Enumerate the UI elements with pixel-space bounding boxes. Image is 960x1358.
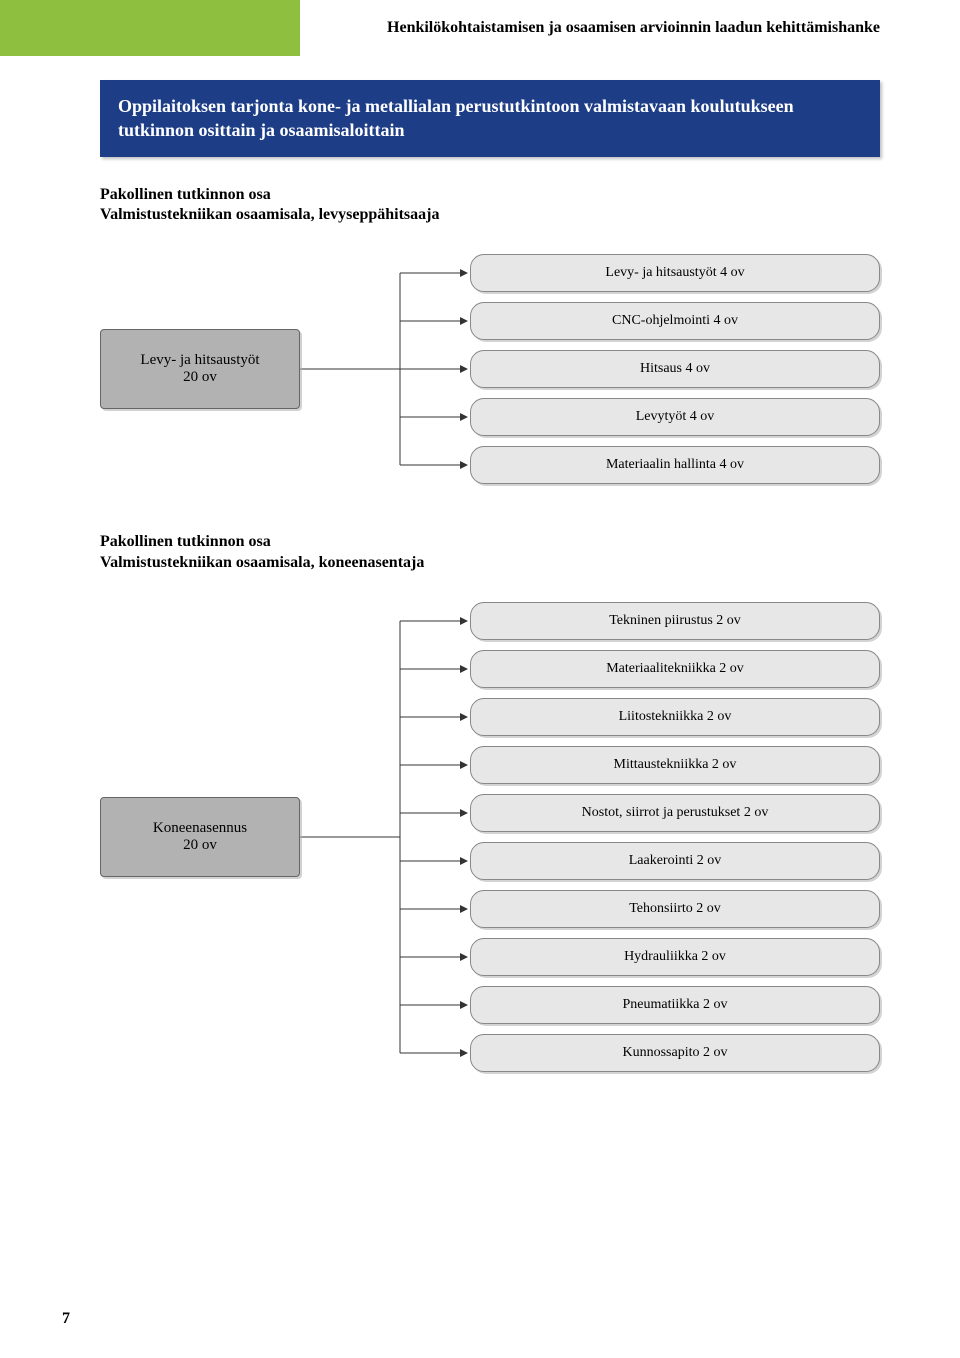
pill-item: Mittaustekniikka 2 ov [470,746,880,784]
section1-heading-line2: Valmistustekniikan osaamisala, levyseppä… [100,205,880,226]
pill-item: Materiaalin hallinta 4 ov [470,446,880,484]
pill-label: Materiaalin hallinta 4 ov [606,457,744,473]
pill-label: Levy- ja hitsaustyöt 4 ov [605,265,744,281]
source-1-line1: Levy- ja hitsaustyöt [140,352,259,369]
pill-label: Pneumatiikka 2 ov [623,997,728,1013]
pill-item: Tehonsiirto 2 ov [470,890,880,928]
source-2-line1: Koneenasennus [153,820,247,837]
pill-label: Kunnossapito 2 ov [623,1045,728,1061]
pill-label: CNC-ohjelmointi 4 ov [612,313,738,329]
pill-item: Levy- ja hitsaustyöt 4 ov [470,254,880,292]
pill-label: Hitsaus 4 ov [640,361,710,377]
pill-item: Kunnossapito 2 ov [470,1034,880,1072]
pill-item: Hitsaus 4 ov [470,350,880,388]
source-box-2: Koneenasennus 20 ov [100,797,300,877]
pill-label: Liitostekniikka 2 ov [619,709,732,725]
section1-heading-line1: Pakollinen tutkinnon osa [100,185,880,206]
pill-label: Levytyöt 4 ov [636,409,715,425]
section1-heading: Pakollinen tutkinnon osa Valmistusteknii… [100,185,880,227]
pill-label: Tekninen piirustus 2 ov [609,613,741,629]
pill-item: Materiaalitekniikka 2 ov [470,650,880,688]
pill-item: Laakerointi 2 ov [470,842,880,880]
header-green-block [0,0,300,56]
pill-item: Hydrauliikka 2 ov [470,938,880,976]
source-2-line2: 20 ov [153,837,247,854]
section2-heading: Pakollinen tutkinnon osa Valmistusteknii… [100,532,880,574]
pill-label: Hydrauliikka 2 ov [624,949,726,965]
section2-heading-line1: Pakollinen tutkinnon osa [100,532,880,553]
pill-label: Mittaustekniikka 2 ov [614,757,737,773]
header-strip: Henkilökohtaistamisen ja osaamisen arvio… [0,0,960,56]
diagram-1: Levy- ja hitsaustyöt 20 ov Levy- ja hits… [100,254,880,484]
header-title-wrap: Henkilökohtaistamisen ja osaamisen arvio… [300,0,960,56]
pill-item: Nostot, siirrot ja perustukset 2 ov [470,794,880,832]
source-box-1: Levy- ja hitsaustyöt 20 ov [100,329,300,409]
target-column-2: Tekninen piirustus 2 ov Materiaaliteknii… [470,602,880,1072]
pill-item: Pneumatiikka 2 ov [470,986,880,1024]
pill-item: Tekninen piirustus 2 ov [470,602,880,640]
page-number: 7 [62,1310,70,1328]
section2-heading-line2: Valmistustekniikan osaamisala, koneenase… [100,553,880,574]
pill-label: Tehonsiirto 2 ov [629,901,721,917]
source-1-line2: 20 ov [140,369,259,386]
pill-item: Levytyöt 4 ov [470,398,880,436]
page-banner: Oppilaitoksen tarjonta kone- ja metallia… [100,80,880,157]
header-title: Henkilökohtaistamisen ja osaamisen arvio… [387,19,880,37]
banner-text: Oppilaitoksen tarjonta kone- ja metallia… [118,96,794,140]
pill-label: Materiaalitekniikka 2 ov [606,661,744,677]
pill-label: Laakerointi 2 ov [629,853,722,869]
pill-item: CNC-ohjelmointi 4 ov [470,302,880,340]
pill-item: Liitostekniikka 2 ov [470,698,880,736]
target-column-1: Levy- ja hitsaustyöt 4 ov CNC-ohjelmoint… [470,254,880,484]
diagram-2: Koneenasennus 20 ov Tekninen piirustus 2… [100,602,880,1072]
pill-label: Nostot, siirrot ja perustukset 2 ov [582,805,769,821]
